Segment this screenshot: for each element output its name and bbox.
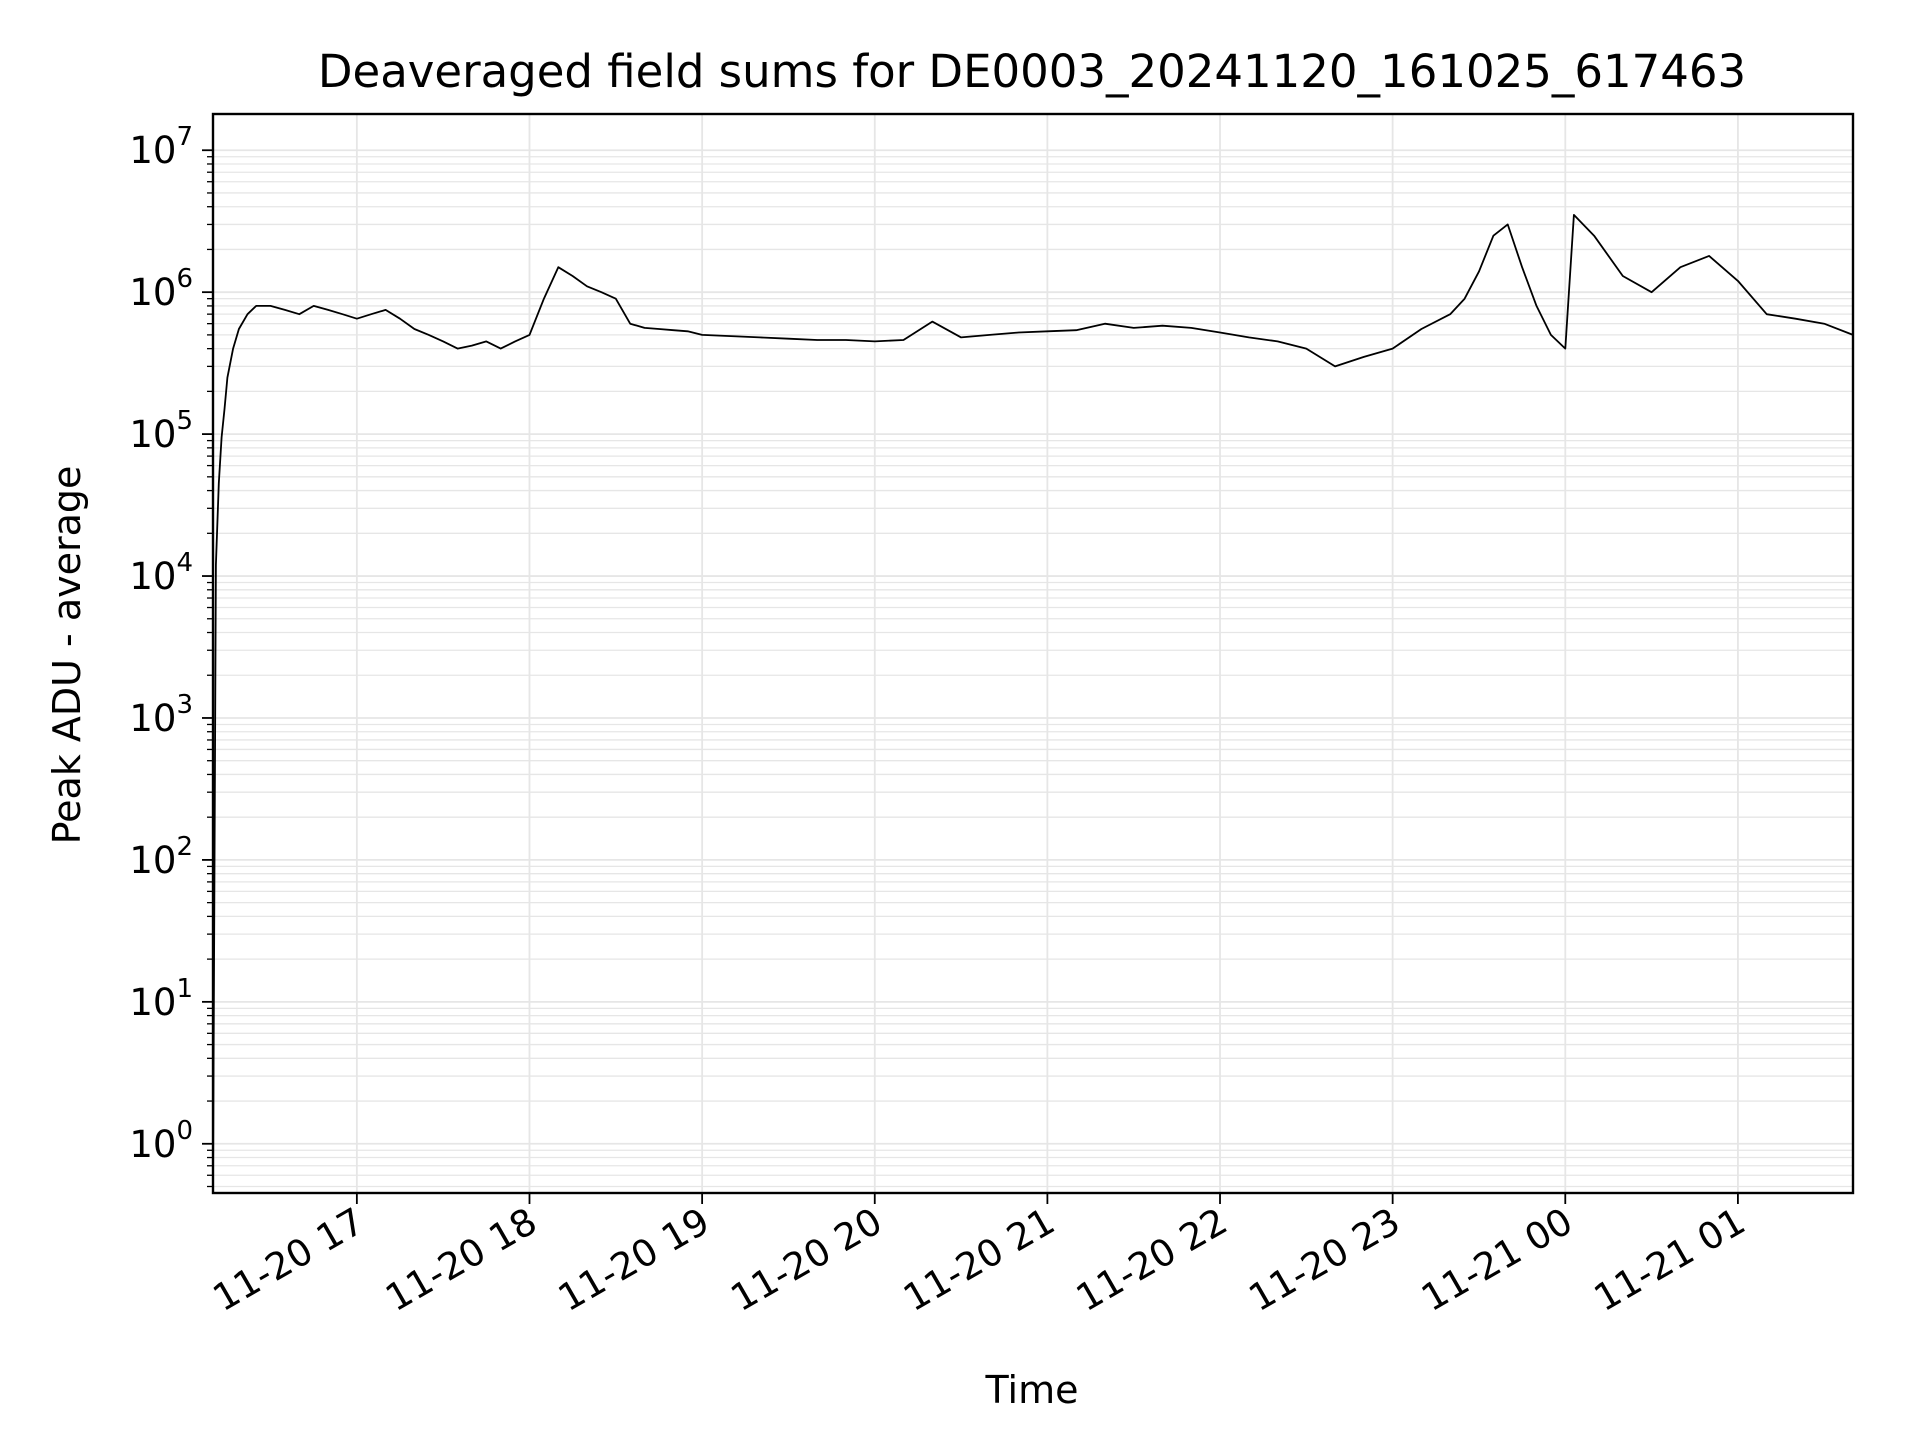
x-tick-label: 11-20 21 (896, 1200, 1062, 1320)
x-tick-label: 11-20 19 (551, 1200, 717, 1320)
series-layer (212, 213, 1854, 1187)
y-axis: 100 101 102 103 104 105 106 107 (129, 122, 213, 1188)
y-tick-label: 101 (129, 974, 193, 1024)
x-axis: 11-20 17 11-20 18 11-20 19 11-20 20 11-20 21… (206, 1193, 1753, 1320)
plot-frame (211, 112, 1855, 1195)
x-tick-label: 11-20 23 (1242, 1200, 1408, 1320)
y-tick-label: 100 (129, 1116, 193, 1166)
x-tick-label: 11-21 01 (1587, 1200, 1753, 1320)
x-axis-label: Time (985, 1368, 1079, 1412)
x-tick-label: 11-20 22 (1069, 1200, 1235, 1320)
x-tick-label: 11-20 18 (378, 1200, 544, 1320)
y-tick-label: 103 (129, 690, 193, 740)
x-tick-label: 11-20 17 (206, 1200, 372, 1320)
x-tick-label: 11-21 00 (1414, 1200, 1580, 1320)
grid-layer (213, 114, 1853, 1193)
y-tick-label: 106 (129, 264, 193, 314)
y-tick-label: 105 (129, 406, 193, 456)
y-tick-label: 102 (129, 832, 193, 882)
y-tick-label: 107 (129, 122, 193, 172)
x-tick-label: 11-20 20 (724, 1200, 890, 1320)
y-axis-label: Peak ADU - average (45, 466, 89, 845)
y-tick-label: 104 (129, 548, 193, 598)
chart-title: Deaveraged field sums for DE0003_2024112… (318, 45, 1746, 98)
series-line (212, 213, 1854, 1187)
